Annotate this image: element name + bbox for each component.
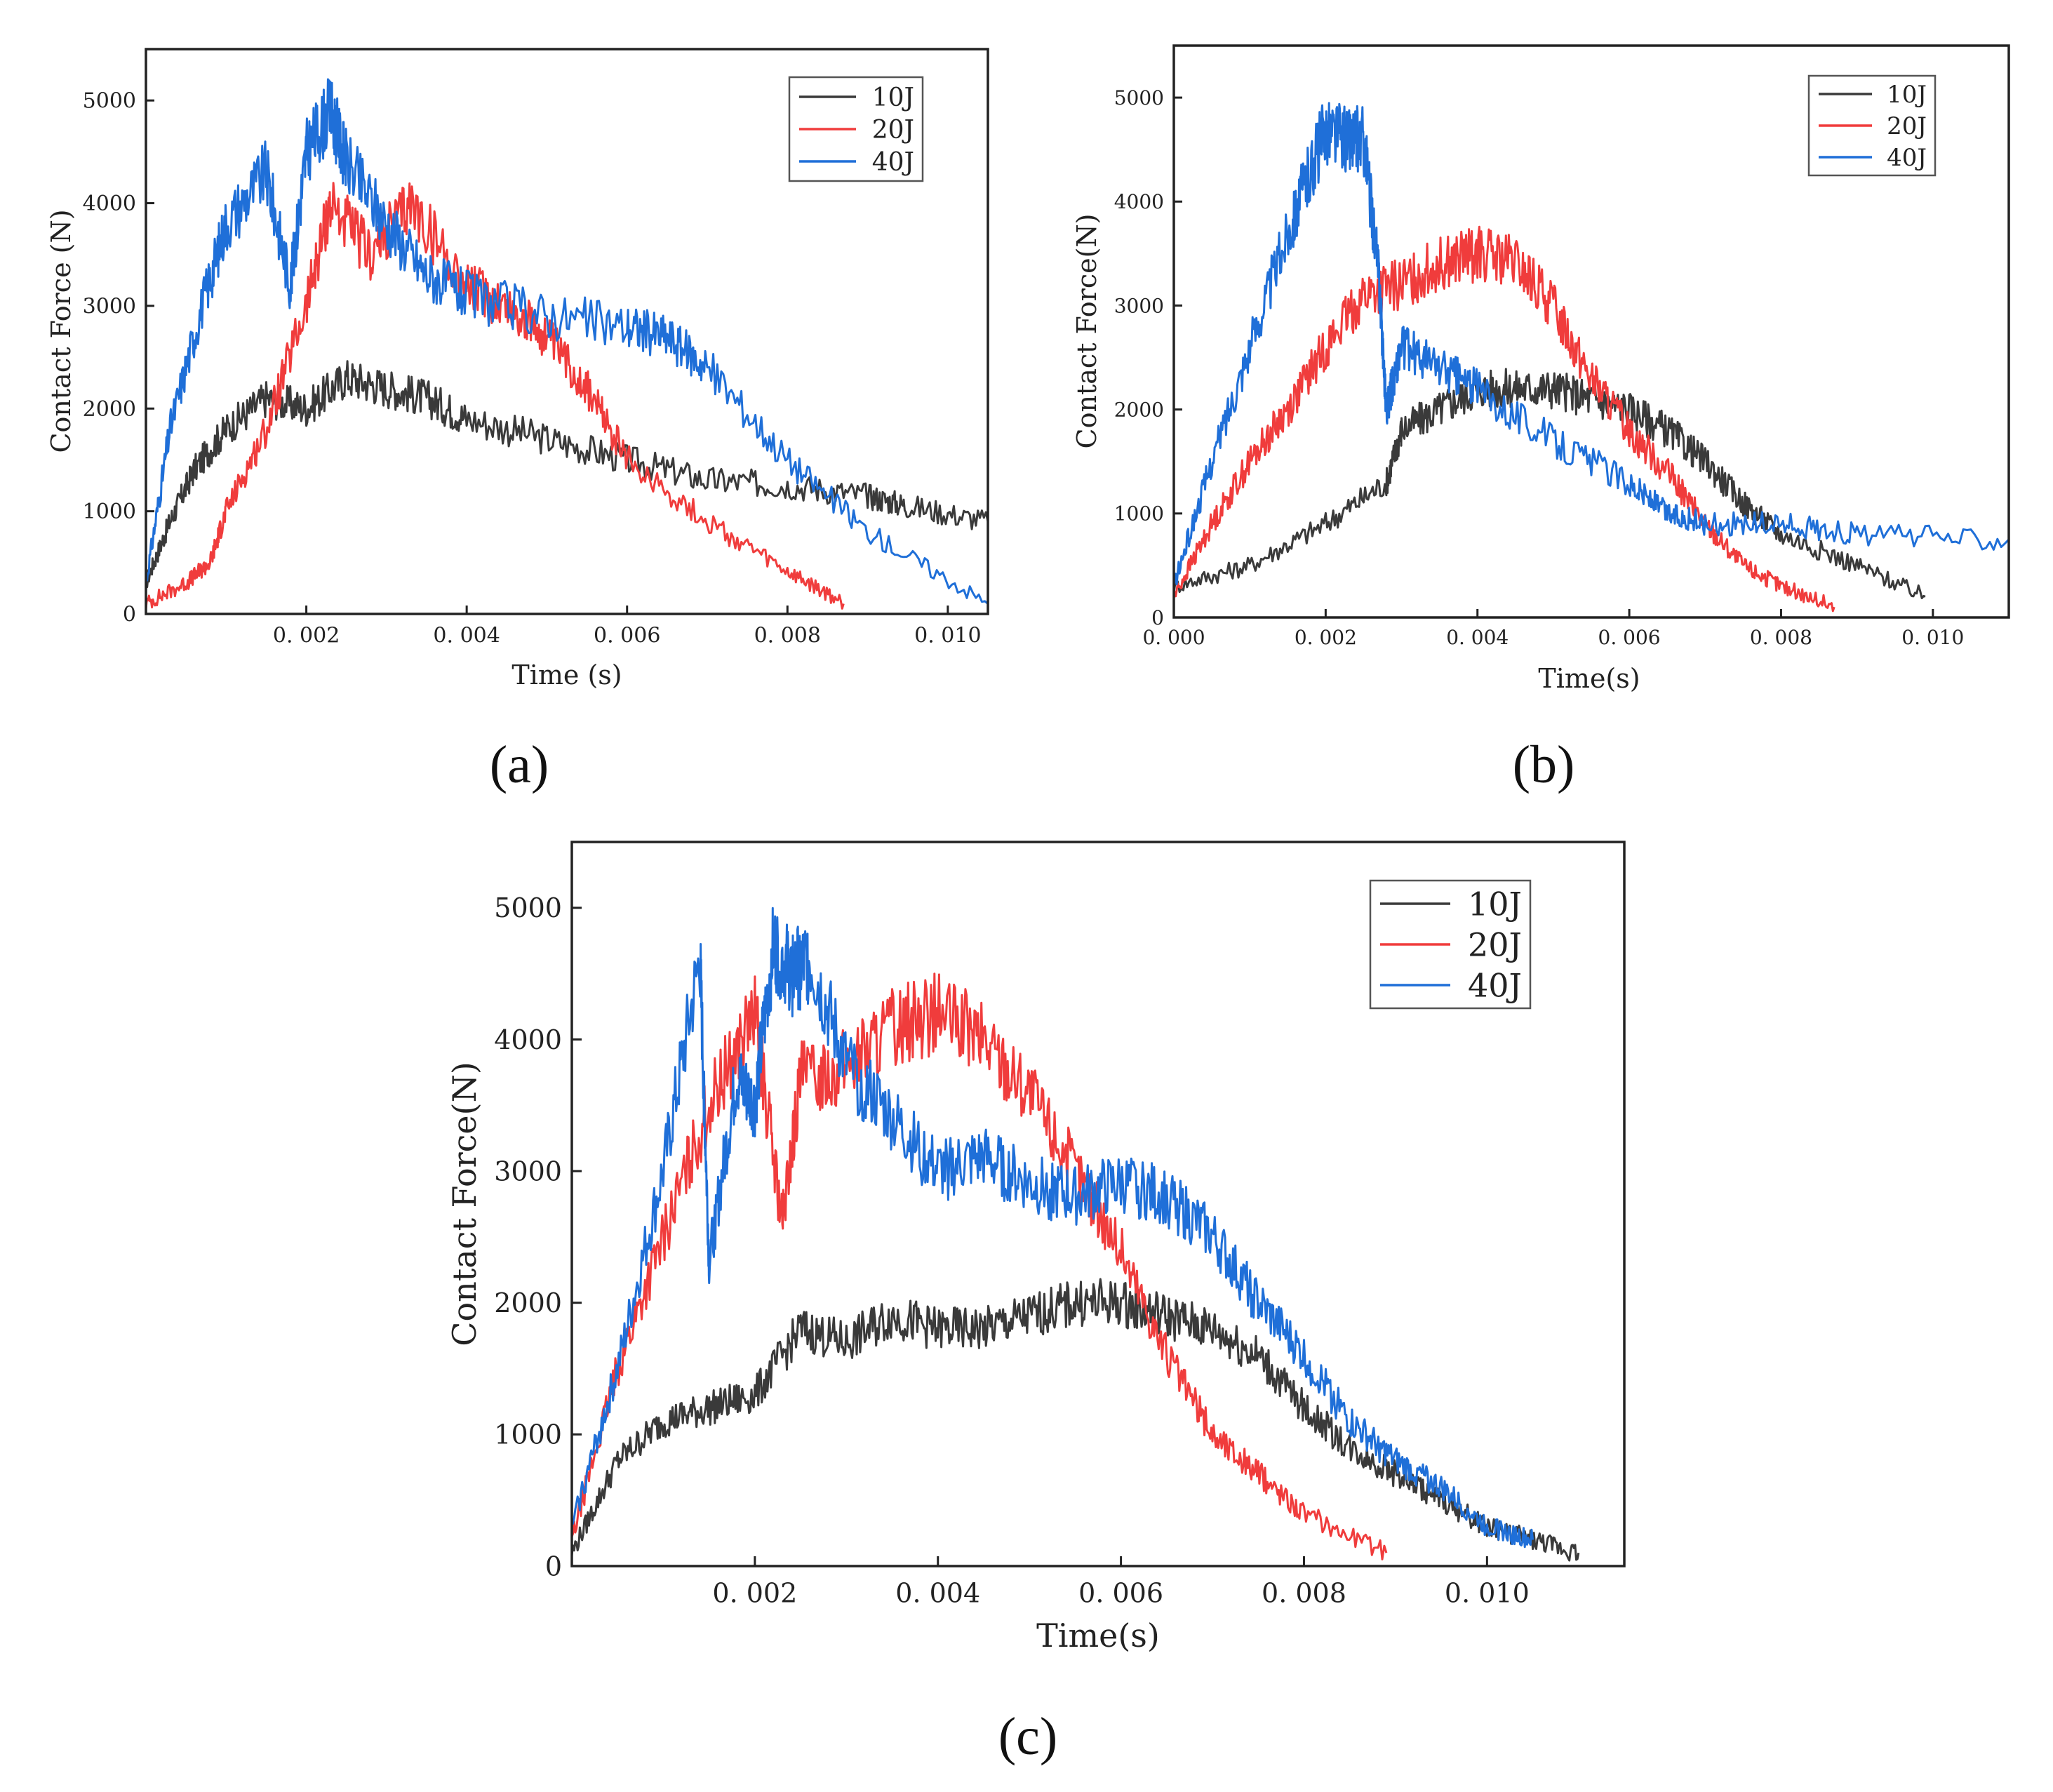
legend-label-20J: 20J [1887, 112, 1927, 140]
legend-label-10J: 10J [872, 83, 914, 112]
axis-ticks: 0 1000 2000 3000 4000 5000 0. 002 0. 004 0. 006 0… [83, 89, 982, 648]
y-tick-label: 2000 [494, 1288, 562, 1318]
series-line-40J [1173, 102, 2010, 586]
series-layer [570, 907, 1580, 1562]
x-tick-label: 0. 002 [1295, 626, 1357, 649]
y-tick-label: 1000 [1114, 502, 1164, 526]
series-line-40J [570, 907, 1534, 1549]
chart-panel-a: 0 1000 2000 3000 4000 5000 0. 002 0. 004 0. 006 0… [46, 48, 989, 794]
y-tick-label: 4000 [1114, 190, 1164, 213]
plot-frame [570, 841, 1626, 1567]
y-tick-label: 4000 [83, 192, 136, 216]
y-tick-label: 0 [123, 603, 136, 627]
x-tick-label: 0. 000 [1142, 626, 1205, 649]
x-tick-label: 0. 010 [1901, 626, 1964, 649]
legend-label-20J: 20J [872, 116, 914, 145]
y-axis-label: Contact Force (N) [46, 209, 76, 453]
panel-caption: (c) [998, 1707, 1057, 1766]
legend-label-40J: 40J [1468, 967, 1522, 1005]
legend-label-10J: 10J [1887, 81, 1927, 109]
x-tick-label: 0. 004 [1446, 626, 1509, 649]
y-tick-label: 3000 [83, 294, 136, 319]
legend: 10J 20J 40J [1807, 74, 1937, 177]
axis-ticks: 0 1000 2000 3000 4000 5000 0. 002 0. 004 0. 006 0… [494, 892, 1530, 1608]
series-line-20J [145, 182, 845, 610]
x-axis-label: Time(s) [1036, 1617, 1160, 1654]
x-tick-label: 0. 002 [273, 624, 340, 648]
legend: 10J 20J 40J [788, 76, 924, 182]
y-axis-label: Contact Force(N) [1071, 214, 1102, 449]
y-tick-label: 0 [1151, 606, 1164, 629]
x-tick-label: 0. 002 [712, 1577, 797, 1608]
y-tick-label: 5000 [1114, 86, 1164, 109]
y-tick-label: 3000 [1114, 294, 1164, 317]
x-tick-label: 0. 004 [895, 1577, 980, 1608]
chart-panel-c: 0 1000 2000 3000 4000 5000 0. 002 0. 004 0. 006 0… [446, 841, 1626, 1766]
y-tick-label: 5000 [494, 892, 562, 923]
x-tick-label: 0. 008 [1750, 626, 1812, 649]
panel-caption: (a) [490, 735, 549, 794]
y-tick-label: 1000 [494, 1419, 562, 1450]
y-tick-label: 0 [545, 1551, 562, 1582]
x-axis-label: Time (s) [511, 660, 622, 690]
x-tick-label: 0. 006 [594, 624, 660, 648]
chart-panel-b: 0 1000 2000 3000 4000 5000 0. 000 0. 002 0. 004 0… [1071, 44, 2010, 794]
y-tick-label: 5000 [83, 89, 136, 114]
plot-frame [145, 48, 989, 615]
y-axis-label: Contact Force(N) [446, 1062, 483, 1346]
x-tick-label: 0. 010 [1445, 1577, 1530, 1608]
series-layer [145, 78, 989, 610]
x-tick-label: 0. 006 [1598, 626, 1661, 649]
plot-frame [1172, 44, 2010, 619]
x-tick-label: 0. 006 [1078, 1577, 1163, 1608]
x-tick-label: 0. 008 [1262, 1577, 1346, 1608]
panel-caption: (b) [1513, 735, 1575, 794]
x-tick-label: 0. 004 [433, 624, 500, 648]
series-line-10J [1172, 368, 1926, 599]
y-tick-label: 1000 [83, 500, 136, 524]
series-line-40J [145, 78, 989, 605]
series-line-20J [570, 972, 1388, 1560]
legend-label-40J: 40J [1887, 144, 1927, 172]
x-tick-label: 0. 008 [754, 624, 821, 648]
y-tick-label: 3000 [494, 1156, 562, 1186]
legend-label-10J: 10J [1468, 885, 1522, 923]
y-tick-label: 2000 [83, 397, 136, 422]
y-tick-label: 2000 [1114, 398, 1164, 421]
axis-ticks: 0 1000 2000 3000 4000 5000 0. 000 0. 002 0. 004 0… [1114, 86, 1965, 649]
legend-label-40J: 40J [872, 148, 914, 177]
x-axis-label: Time(s) [1538, 663, 1640, 694]
x-tick-label: 0. 010 [914, 624, 981, 648]
legend-label-20J: 20J [1468, 926, 1522, 964]
y-tick-label: 4000 [494, 1024, 562, 1055]
series-layer [1172, 102, 2010, 613]
